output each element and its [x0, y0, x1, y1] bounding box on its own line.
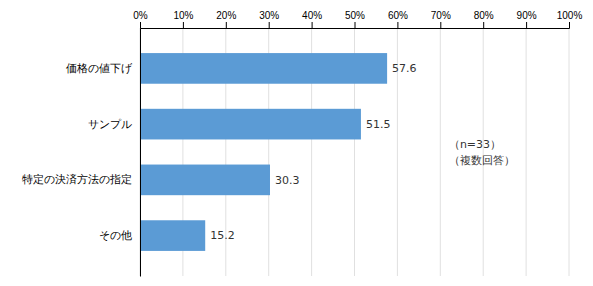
x-tick: 80%	[474, 10, 494, 28]
x-tick: 20%	[216, 10, 236, 28]
x-tick-label: 80%	[474, 10, 494, 21]
grid-line	[569, 28, 570, 276]
grid	[140, 28, 569, 276]
data-label: 57.6	[392, 62, 417, 75]
y-tick: 特定の決済方法の指定	[22, 173, 140, 185]
x-tick: 10%	[173, 10, 193, 28]
x-tick-mark	[312, 22, 313, 28]
bar	[140, 165, 270, 196]
x-tick: 60%	[388, 10, 408, 28]
data-label: 15.2	[210, 229, 235, 242]
annotation: （複数回答）	[449, 154, 515, 167]
y-tick: 価格の値下げ	[66, 62, 140, 75]
x-tick-mark	[569, 22, 570, 28]
grid-line	[440, 28, 441, 276]
x-tick: 100%	[557, 10, 583, 28]
bar	[140, 220, 205, 251]
bars	[140, 53, 387, 251]
plot: 57.6 51.5 30.3 15.2 0% 10% 20% 30% 40% 50% 60% 70% 8…	[22, 10, 582, 277]
x-tick-label: 30%	[259, 10, 279, 21]
data-label: 30.3	[275, 174, 300, 187]
x-tick-label: 40%	[302, 10, 322, 21]
bar	[140, 109, 361, 140]
x-axis: 0% 10% 20% 30% 40% 50% 60% 70% 80% 90% 100%	[133, 10, 582, 29]
x-tick-mark	[183, 22, 184, 28]
x-tick-label: 90%	[517, 10, 537, 21]
x-tick-mark	[483, 22, 484, 28]
x-tick-label: 10%	[173, 10, 193, 21]
x-tick-mark	[397, 22, 398, 28]
y-tick: サンプル	[88, 118, 140, 130]
x-tick-label: 0%	[133, 10, 148, 21]
annotation: （n=33）	[449, 138, 501, 151]
annotations: （n=33） （複数回答）	[449, 138, 515, 167]
x-tick-label: 60%	[388, 10, 408, 21]
data-labels: 57.6 51.5 30.3 15.2	[210, 62, 416, 242]
x-tick-mark	[355, 22, 356, 28]
x-tick-mark	[526, 22, 527, 28]
grid-line	[483, 28, 484, 276]
x-tick-label: 50%	[345, 10, 365, 21]
x-tick-mark	[269, 22, 270, 28]
y-tick-label: その他	[99, 229, 132, 241]
x-tick: 90%	[517, 10, 537, 28]
x-axis-line	[141, 22, 570, 29]
x-tick-label: 100%	[557, 10, 583, 21]
x-tick: 30%	[259, 10, 279, 28]
x-tick: 40%	[302, 10, 322, 28]
y-axis: 価格の値下げサンプル特定の決済方法の指定その他	[22, 29, 141, 277]
data-label: 51.5	[366, 118, 391, 131]
y-tick-label: 特定の決済方法の指定	[22, 173, 132, 185]
x-tick: 70%	[431, 10, 451, 28]
y-axis-line	[140, 29, 141, 277]
y-tick-label: 価格の値下げ	[66, 62, 133, 75]
x-tick-mark	[140, 22, 141, 28]
y-tick-label: サンプル	[88, 118, 132, 130]
y-tick: その他	[99, 229, 140, 241]
x-tick-label: 70%	[431, 10, 451, 21]
bar	[140, 53, 387, 84]
chart: 57.6 51.5 30.3 15.2 0% 10% 20% 30% 40% 50% 60% 70% 8…	[0, 0, 593, 286]
grid-line	[140, 28, 141, 276]
x-tick-mark	[440, 22, 441, 28]
x-tick-mark	[226, 22, 227, 28]
x-tick: 0%	[133, 10, 148, 28]
grid-line	[526, 28, 527, 276]
x-tick-label: 20%	[216, 10, 236, 21]
x-tick: 50%	[345, 10, 365, 28]
